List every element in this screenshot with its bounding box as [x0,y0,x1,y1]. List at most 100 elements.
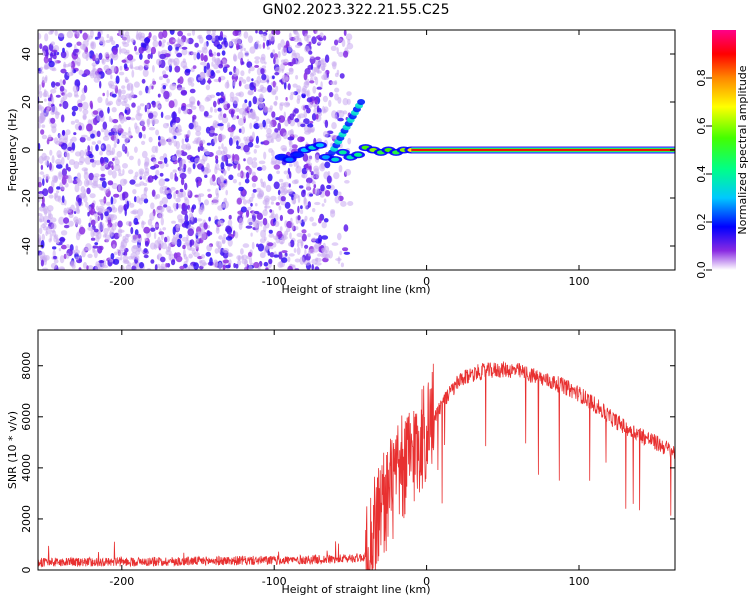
noise-speckle [233,135,240,140]
noise-speckle [124,31,130,37]
noise-speckle [113,143,117,148]
noise-speckle [117,124,122,131]
noise-speckle [197,76,204,81]
noise-speckle [88,222,91,228]
noise-speckle [171,237,178,245]
noise-speckle [177,214,183,221]
noise-speckle [267,242,274,247]
noise-speckle [56,186,61,190]
noise-speckle [51,230,57,237]
noise-speckle [100,173,106,178]
noise-speckle [129,179,136,185]
noise-speckle [129,202,135,208]
noise-speckle [41,50,46,57]
noise-speckle [53,86,57,90]
noise-speckle [260,53,266,61]
noise-speckle [317,41,322,45]
noise-speckle [247,90,254,96]
noise-speckle [123,63,128,69]
noise-speckle [122,163,128,169]
noise-speckle [184,198,190,206]
colorbar-tick-label: 0.2 [695,213,708,231]
noise-speckle [133,217,139,225]
noise-speckle [115,75,120,84]
noise-speckle [188,212,194,221]
noise-speckle [53,235,58,243]
noise-speckle [300,136,305,142]
noise-speckle [78,125,82,131]
noise-speckle [197,180,202,187]
noise-speckle [112,244,116,249]
noise-speckle [310,72,317,76]
noise-speckle [284,201,291,209]
noise-speckle [177,30,184,37]
noise-speckle [331,242,339,246]
noise-speckle [262,42,266,49]
noise-speckle [108,83,113,89]
noise-speckle [219,31,224,38]
noise-speckle [247,217,254,226]
noise-speckle [302,153,309,162]
noise-speckle [265,267,269,270]
noise-speckle [251,241,255,250]
noise-speckle [112,47,118,55]
noise-speckle [171,83,177,87]
noise-speckle [139,262,144,269]
noise-speckle [112,124,120,133]
noise-speckle [175,255,183,263]
noise-speckle [96,231,102,240]
noise-speckle [66,152,70,161]
noise-speckle [96,130,101,137]
noise-speckle [67,146,73,151]
noise-speckle [283,101,291,108]
noise-speckle [152,101,156,108]
noise-speckle [118,168,122,175]
noise-speckle [280,182,287,187]
noise-speckle [217,220,222,226]
noise-speckle [276,170,280,175]
noise-speckle [65,252,70,259]
noise-speckle [222,247,229,254]
noise-speckle [145,167,150,174]
noise-speckle [132,189,137,195]
noise-speckle [190,82,195,87]
noise-speckle [114,132,118,141]
noise-speckle [191,30,196,36]
noise-speckle [91,62,97,67]
noise-speckle [250,232,253,237]
noise-speckle [105,201,112,206]
noise-speckle [235,107,240,112]
noise-speckle [164,115,172,120]
noise-speckle [124,208,127,217]
noise-speckle [124,109,128,114]
noise-speckle [308,50,313,55]
noise-speckle [241,126,245,135]
noise-speckle [209,130,215,134]
noise-speckle [289,171,292,179]
noise-speckle [131,245,138,254]
noise-speckle [201,165,205,172]
noise-speckle [102,135,110,141]
noise-speckle [120,255,123,261]
noise-speckle [48,60,55,68]
noise-speckle [313,108,319,115]
noise-speckle [293,108,299,114]
noise-speckle [260,229,267,239]
noise-speckle [142,175,147,180]
noise-speckle [162,39,166,44]
noise-speckle [259,84,264,91]
noise-speckle [249,122,253,129]
noise-speckle [40,112,47,121]
noise-speckle [247,251,253,257]
noise-speckle [347,38,351,45]
noise-speckle [297,215,301,221]
noise-speckle [273,235,279,240]
noise-speckle [53,255,57,260]
noise-speckle [155,129,160,136]
noise-speckle [306,182,311,191]
noise-speckle [42,254,48,263]
noise-speckle [104,211,109,217]
noise-speckle [118,249,124,256]
noise-speckle [101,58,106,65]
noise-speckle [220,91,224,97]
